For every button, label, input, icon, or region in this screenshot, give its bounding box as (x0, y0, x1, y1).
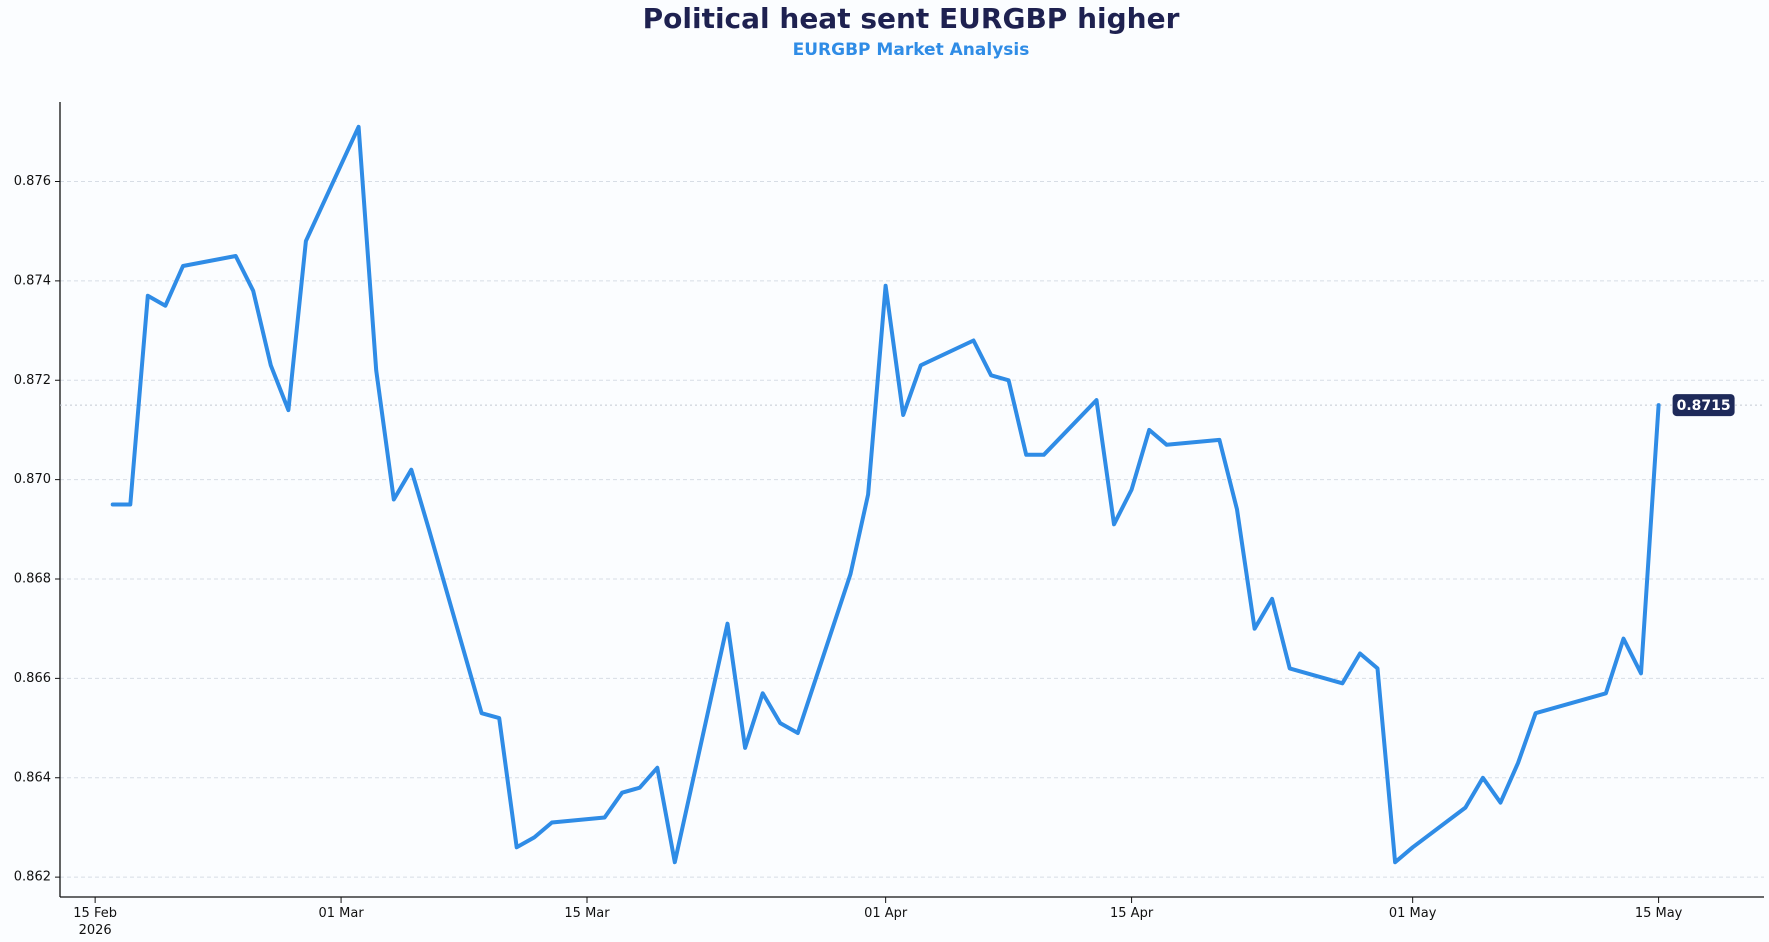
x-tick-label: 15 May (1635, 906, 1683, 921)
x-tick-sublabel: 2026 (79, 923, 112, 938)
y-tick-label: 0.870 (14, 472, 51, 487)
y-tick-label: 0.864 (14, 770, 51, 785)
x-tick-label: 01 Mar (318, 906, 364, 921)
last-value-label: 0.8715 (1677, 398, 1731, 414)
last-value-badge: 0.8715 (1672, 394, 1735, 417)
chart-title: Political heat sent EURGBP higher (642, 2, 1180, 35)
x-tick-label: 15 Apr (1110, 906, 1154, 921)
y-tick-label: 0.876 (14, 174, 51, 189)
y-tick-label: 0.872 (14, 373, 51, 388)
y-tick-label: 0.866 (14, 671, 51, 686)
y-axis-ticks: 0.862 0.864 0.866 0.868 0.870 0.872 0.874 0.876 (14, 174, 60, 885)
x-tick-label: 15 Feb (73, 906, 117, 921)
y-tick-label: 0.868 (14, 572, 51, 587)
series-line-eurgbp (110, 124, 1661, 865)
x-axis-ticks: 15 Feb 2026 01 Mar 15 Mar 01 Apr 15 Apr 01 May… (73, 897, 1683, 938)
x-tick-label: 01 May (1389, 906, 1437, 921)
grid-lines (60, 181, 1764, 878)
chart-subtitle: EURGBP Market Analysis (792, 40, 1030, 60)
y-tick-label: 0.862 (14, 870, 51, 885)
last-value-badge-bg (1672, 394, 1735, 417)
x-tick-label: 01 Apr (864, 906, 908, 921)
y-tick-label: 0.874 (14, 273, 51, 288)
x-tick-label: 15 Mar (564, 906, 610, 921)
